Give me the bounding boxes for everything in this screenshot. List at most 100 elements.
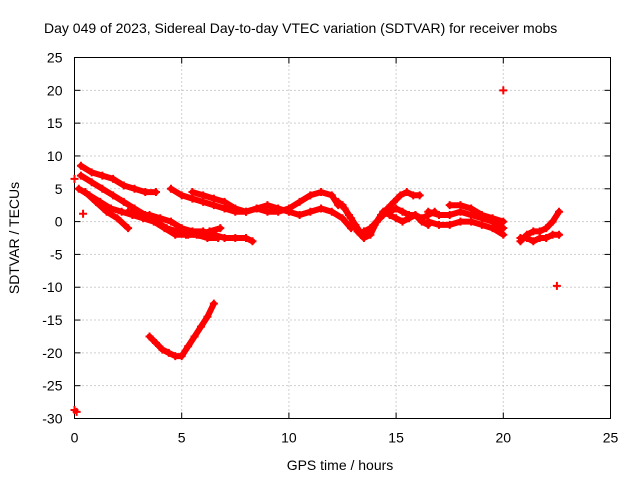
data-point	[76, 171, 85, 180]
data-point	[203, 312, 212, 321]
data-point	[171, 230, 180, 239]
data-point	[231, 234, 240, 242]
y-tick-label: 20	[47, 82, 63, 98]
data-point	[389, 197, 398, 206]
data-point	[456, 201, 465, 210]
data-point	[74, 184, 83, 193]
data-point	[488, 214, 497, 223]
data-point	[334, 197, 343, 206]
data-point	[542, 224, 551, 233]
series-isolated	[70, 86, 561, 416]
data-point	[119, 181, 128, 190]
data-point	[231, 204, 240, 213]
data-point	[456, 217, 465, 226]
series-track-a	[76, 161, 160, 197]
data-point	[263, 201, 272, 210]
data-point	[81, 188, 90, 197]
data-point	[124, 224, 133, 233]
data-point	[87, 168, 96, 177]
x-axis-title: GPS time / hours	[287, 457, 394, 473]
data-point	[119, 197, 128, 206]
data-point	[79, 209, 88, 218]
data-point	[467, 204, 476, 213]
data-point	[434, 220, 443, 229]
data-point	[242, 207, 251, 216]
data-point	[379, 211, 388, 220]
data-point	[188, 227, 197, 236]
data-point	[295, 211, 304, 220]
y-tick-label: -25	[42, 378, 62, 394]
data-point	[158, 345, 167, 354]
y-tick-label: -10	[42, 279, 62, 295]
series-line	[189, 189, 355, 232]
data-point	[134, 211, 143, 220]
data-point	[396, 191, 405, 200]
data-point	[141, 188, 150, 197]
data-point	[402, 188, 411, 197]
data-point	[216, 224, 225, 233]
plot-border	[74, 57, 611, 419]
data-point	[190, 332, 199, 341]
data-point	[372, 217, 381, 226]
data-point	[542, 234, 551, 242]
chart-title: Day 049 of 2023, Sidereal Day-to-day VTE…	[44, 20, 557, 36]
data-point	[424, 217, 433, 226]
data-point	[98, 171, 107, 180]
data-point	[220, 197, 229, 206]
y-axis-title: SDTVAR / TECUs	[6, 182, 22, 294]
data-point	[151, 188, 160, 197]
data-point	[338, 214, 347, 223]
data-point	[145, 332, 154, 341]
data-point	[499, 86, 508, 95]
data-point	[535, 227, 544, 236]
data-point	[555, 207, 564, 216]
series-track-j	[359, 204, 439, 236]
series-track-m	[445, 201, 508, 226]
data-point	[166, 184, 175, 193]
data-point	[91, 197, 100, 206]
y-tick-label: 5	[55, 181, 63, 197]
data-point	[87, 178, 96, 187]
data-point	[274, 204, 283, 213]
x-tick-label: 0	[71, 430, 79, 446]
data-point	[252, 204, 261, 213]
data-point	[109, 191, 118, 200]
data-point	[552, 281, 561, 290]
data-point	[188, 188, 197, 197]
x-tick-label: 15	[388, 430, 404, 446]
data-point	[242, 234, 251, 242]
data-point	[392, 214, 401, 223]
data-point	[284, 207, 293, 216]
data-point	[340, 204, 349, 213]
data-point	[306, 191, 315, 200]
x-tick-label: 10	[281, 430, 297, 446]
data-point	[467, 217, 476, 226]
data-point	[72, 407, 81, 416]
data-point	[199, 227, 208, 236]
data-point	[109, 174, 118, 183]
data-point	[366, 224, 375, 233]
x-tick-labels: 0 5 10 15 20 25	[71, 430, 619, 446]
y-tick-label: -15	[42, 312, 62, 328]
data-point	[392, 204, 401, 213]
series-track-e	[124, 207, 257, 246]
series-track-i	[334, 197, 433, 242]
data-point	[164, 348, 173, 357]
data-point	[98, 184, 107, 193]
data-point	[102, 207, 111, 216]
data-point	[160, 224, 169, 233]
data-point	[434, 211, 443, 220]
data-point	[398, 207, 407, 216]
data-point	[499, 217, 508, 226]
data-point	[445, 201, 454, 210]
series-track-p	[145, 299, 218, 361]
data-point	[248, 237, 257, 246]
data-point	[516, 237, 525, 246]
series-track-o	[516, 207, 564, 246]
series-track-d	[81, 188, 133, 233]
data-point	[177, 224, 186, 233]
y-tick-label: 15	[47, 115, 63, 131]
data-point	[411, 211, 420, 220]
data-point	[477, 220, 486, 229]
data-point	[166, 217, 175, 226]
